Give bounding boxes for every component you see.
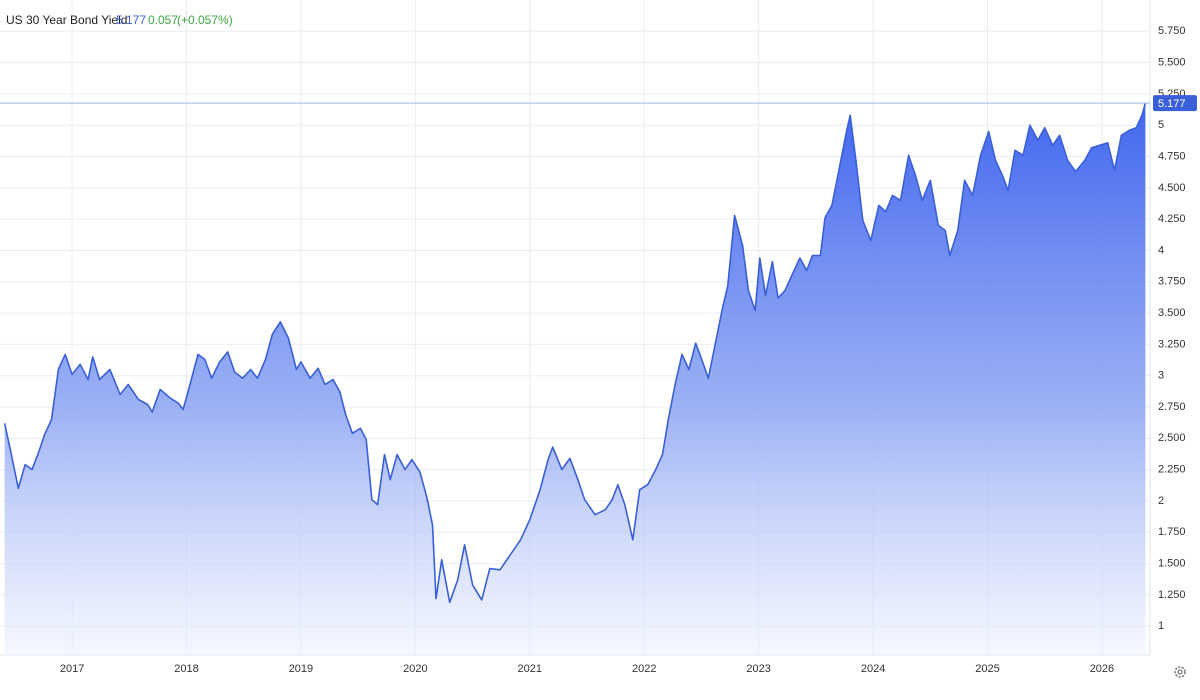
x-tick-label: 2020 — [403, 663, 427, 675]
last-price: 5.177 — [116, 13, 146, 27]
chart-title: US 30 Year Bond Yield — [6, 13, 127, 27]
y-tick-label: 4.750 — [1158, 150, 1186, 162]
y-tick-label: 3 — [1158, 370, 1164, 382]
y-tick-label: 4 — [1158, 244, 1164, 256]
settings-icon[interactable] — [1174, 666, 1186, 678]
change-percent: (+0.057%) — [177, 13, 233, 27]
settings-hub[interactable] — [1177, 669, 1183, 675]
line — [3, 102, 1147, 604]
y-tick-label: 3.500 — [1158, 307, 1186, 319]
y-tick-label: 5.500 — [1158, 57, 1186, 69]
plot — [0, 102, 1150, 656]
x-tick-label: 2024 — [861, 663, 885, 675]
y-tick-label: 5 — [1158, 119, 1164, 131]
x-tick-label: 2018 — [174, 663, 198, 675]
y-tick-label: 5.750 — [1158, 25, 1186, 37]
y-tick-label: 4.500 — [1158, 182, 1186, 194]
y-tick-label: 3.750 — [1158, 276, 1186, 288]
y-tick-label: 2.250 — [1158, 464, 1186, 476]
last-value-label: 5.177 — [1158, 98, 1186, 110]
y-tick-label: 1 — [1158, 620, 1164, 632]
y-tick-label: 1.250 — [1158, 589, 1186, 601]
area — [4, 103, 1146, 656]
y-tick-label: 4.250 — [1158, 213, 1186, 225]
y-tick-label: 2 — [1158, 495, 1164, 507]
labels: 5.7505.5005.25054.7504.5004.25043.7503.5… — [60, 25, 1197, 675]
y-tick-label: 2.500 — [1158, 432, 1186, 444]
y-tick-label: 3.250 — [1158, 338, 1186, 350]
y-tick-label: 2.750 — [1158, 401, 1186, 413]
x-tick-label: 2022 — [632, 663, 656, 675]
x-tick-label: 2021 — [518, 663, 542, 675]
y-tick-label: 1.500 — [1158, 557, 1186, 569]
x-tick-label: 2025 — [975, 663, 999, 675]
settings-gear[interactable] — [1174, 666, 1186, 678]
x-tick-label: 2023 — [746, 663, 770, 675]
change: 0.057 — [148, 13, 178, 27]
x-tick-label: 2017 — [60, 663, 84, 675]
x-tick-label: 2026 — [1090, 663, 1114, 675]
x-tick-label: 2019 — [289, 663, 313, 675]
y-tick-label: 1.750 — [1158, 526, 1186, 538]
last-value-box — [1153, 95, 1197, 112]
